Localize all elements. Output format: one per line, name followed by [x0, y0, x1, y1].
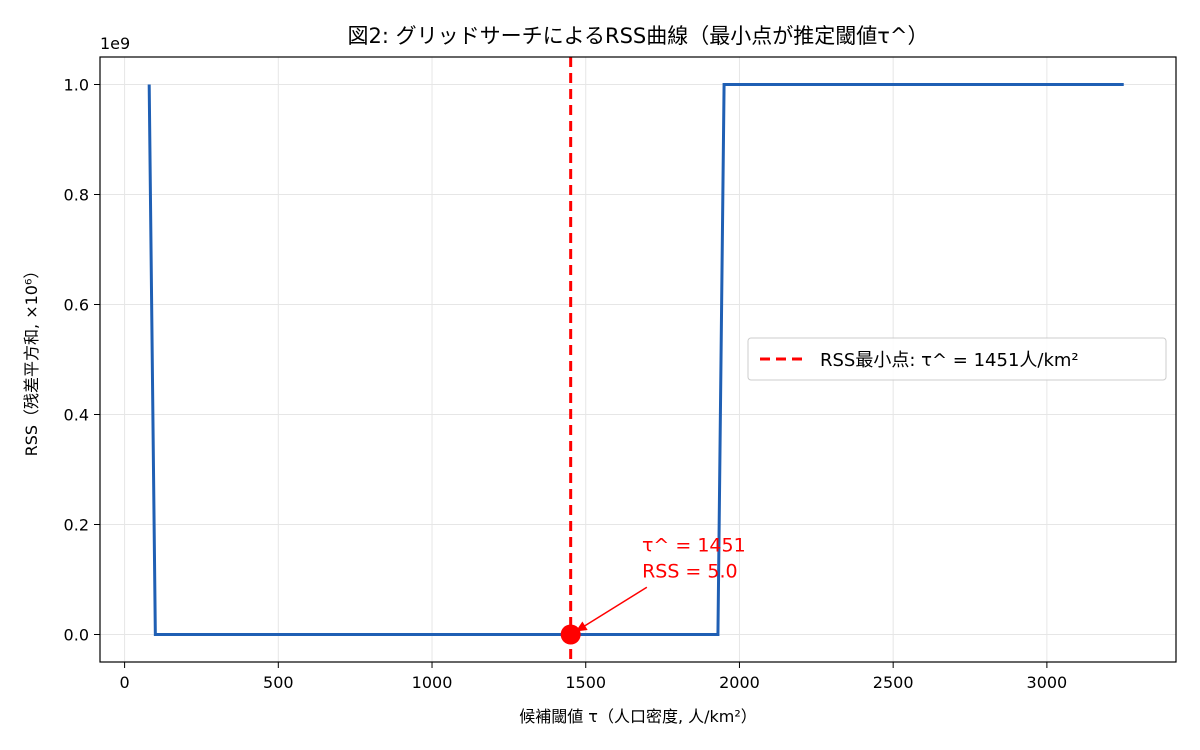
x-tick-label: 500: [263, 673, 294, 692]
x-tick-label: 1500: [565, 673, 606, 692]
legend-box: [747, 337, 1167, 381]
legend-entry-label: RSS最小点: τ^ = 1451人/km²: [820, 350, 1079, 371]
annotation-line-1: τ^ = 1451: [642, 534, 746, 556]
y-tick-label: 0.8: [64, 186, 89, 205]
ticks-layer: 0 500 1000 1500 2000 2500 3000 0.0 0.2 0.4 0.6 0.8 1…: [64, 76, 1068, 693]
y-tick-label: 0.6: [64, 296, 89, 315]
annotation-line-2: RSS = 5.0: [642, 560, 738, 582]
x-tick-label: 0: [120, 673, 130, 692]
y-tick-label: 1.0: [64, 76, 89, 95]
min-rss-point: [560, 624, 581, 645]
legend: RSS最小点: τ^ = 1451人/km²: [747, 337, 1167, 381]
y-offset-label: 1e9: [100, 34, 130, 53]
y-tick-label: 0.4: [64, 406, 89, 425]
y-tick-label: 0.0: [64, 626, 89, 645]
x-tick-label: 3000: [1027, 673, 1068, 692]
chart-title: 図2: グリッドサーチによるRSS曲線（最小点が推定閾値τ^）: [348, 24, 929, 48]
x-tick-label: 1000: [412, 673, 453, 692]
annotation-arrow-head: [575, 621, 588, 632]
x-tick-label: 2000: [719, 673, 760, 692]
y-tick-label: 0.2: [64, 516, 89, 535]
rss-series-line: [147, 83, 1124, 636]
plot-frame: [99, 56, 1177, 663]
annotation-layer: τ^ = 1451 RSS = 5.0: [560, 534, 746, 645]
series-layer: [147, 83, 1124, 636]
x-axis-label: 候補閾値 τ（人口密度, 人/km²）: [519, 707, 757, 726]
x-tick-label: 2500: [873, 673, 914, 692]
y-axis-label: RSS（残差平方和, ×10⁶）: [22, 263, 41, 457]
annotation-arrow-shaft: [575, 586, 648, 633]
